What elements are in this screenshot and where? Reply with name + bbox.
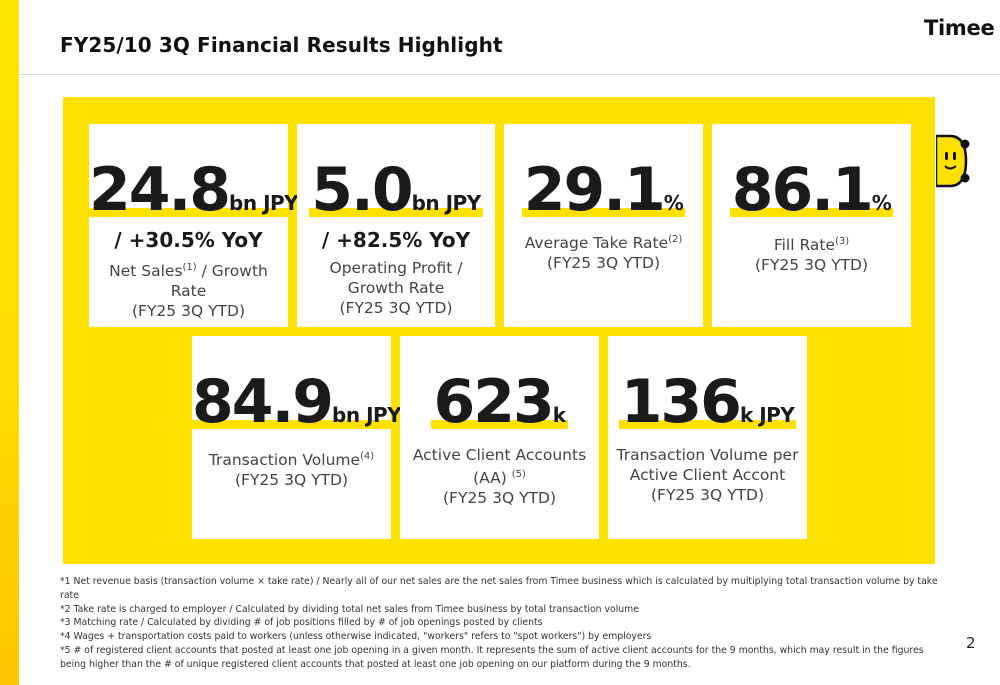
metric-label: Net Sales(1) / Growth Rate (FY25 3Q YTD) [109,262,268,321]
metric-value: 29.1% [521,155,686,225]
metric-card-operating-profit: 5.0bn JPY / +82.5% YoY Operating Profit … [297,124,495,327]
metric-card-volume-per-client: 136k JPY Transaction Volume per Active C… [608,336,807,539]
metric-label: Transaction Volume per Active Client Acc… [616,446,799,504]
footnote: *4 Wages + transportation costs paid to … [60,631,652,643]
metric-value: 84.9bn JPY [190,367,404,437]
metric-label: Active Client Accounts (AA) (5) (FY25 3Q… [412,446,587,508]
metric-card-fill-rate: 86.1% Fill Rate(3) (FY25 3Q YTD) [712,124,911,327]
metric-value: 24.8bn JPY [87,155,301,225]
brand-logo: Timee [924,16,995,40]
page-number: 2 [966,634,976,652]
footnote: *3 Matching rate / Calculated by dividin… [60,617,543,629]
metric-label: Operating Profit / Growth Rate (FY25 3Q … [329,259,463,317]
footnote: *5 # of registered client accounts that … [60,644,924,670]
metric-label: Average Take Rate(2) (FY25 3Q YTD) [524,234,683,273]
header-divider [19,74,1000,75]
footnotes: *1 Net revenue basis (transaction volume… [60,575,940,672]
footnote: *2 Take rate is charged to employer / Ca… [60,603,639,615]
metric-card-active-client-accounts: 623k Active Client Accounts (AA) (5) (FY… [400,336,599,539]
metric-label: Transaction Volume(4) (FY25 3Q YTD) [208,451,375,490]
metric-yoy: / +82.5% YoY [321,228,471,252]
page-title: FY25/10 3Q Financial Results Highlight [60,33,503,57]
metric-card-take-rate: 29.1% Average Take Rate(2) (FY25 3Q YTD) [504,124,703,327]
metric-card-transaction-volume: 84.9bn JPY Transaction Volume(4) (FY25 3… [190,336,404,539]
metric-value: 86.1% [729,155,894,225]
footnote: *1 Net revenue basis (transaction volume… [60,576,938,601]
metric-value: 136k JPY [618,367,797,437]
metric-value: 623k [431,367,568,437]
metric-card-net-sales: 24.8bn JPY / +30.5% YoY Net Sales(1) / G… [87,124,301,327]
mascot-icon [936,134,970,188]
left-accent-stripe [0,0,19,685]
metric-yoy: / +30.5% YoY [114,228,263,252]
metric-label: Fill Rate(3) (FY25 3Q YTD) [755,236,868,275]
metric-value: 5.0bn JPY [309,155,483,225]
